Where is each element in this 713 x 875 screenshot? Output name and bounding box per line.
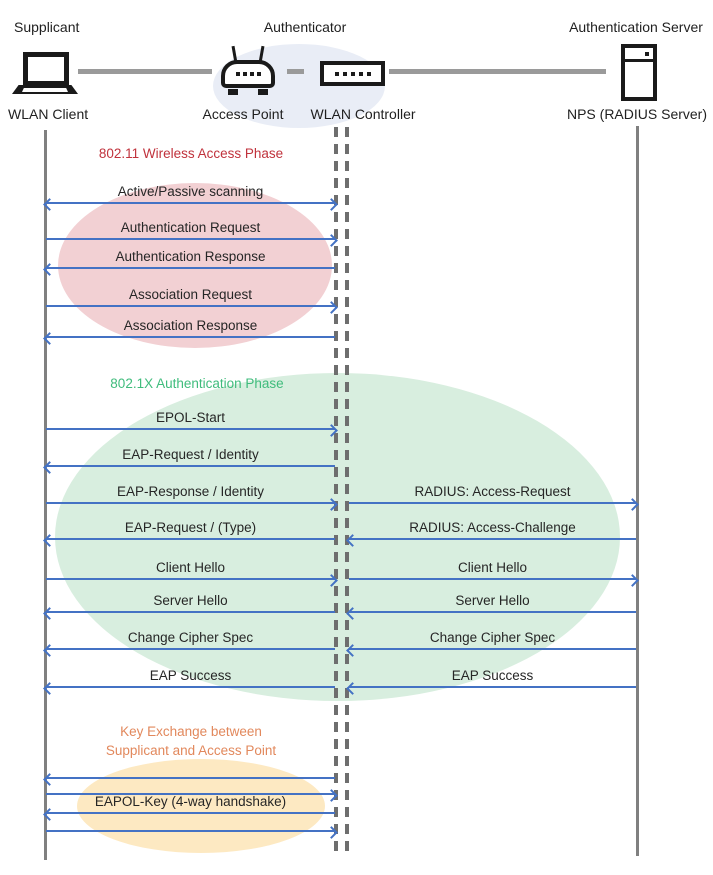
message-arrow — [43, 682, 335, 695]
message-arrow — [43, 808, 335, 821]
wireless-router-icon — [221, 45, 275, 95]
message-label: Active/Passive scanning — [117, 184, 264, 199]
led-dot — [256, 72, 261, 76]
message-label: Client Hello — [155, 560, 226, 575]
router-body — [221, 60, 275, 88]
message-arrow — [46, 498, 338, 511]
message-arrow — [43, 607, 335, 620]
message-label: RADIUS: Access-Request — [414, 484, 571, 499]
message-arrow — [346, 682, 636, 695]
message-label: Authentication Request — [120, 220, 261, 235]
message-label: RADIUS: Access-Challenge — [409, 520, 576, 535]
message-arrow — [43, 644, 335, 657]
controller-to-server-link-line — [389, 69, 606, 74]
server-icon — [621, 44, 657, 101]
led-dot — [235, 72, 240, 76]
key-exchange-phase-ellipse — [77, 759, 325, 853]
client-to-ap-link-line — [78, 69, 212, 74]
message-label: EAP Success — [149, 668, 232, 683]
message-label: Association Response — [123, 318, 258, 333]
message-arrow — [46, 301, 338, 314]
message-label: EAP-Request / Identity — [122, 447, 259, 462]
wireless-access-phase-ellipse — [58, 183, 332, 348]
led-dot — [342, 71, 347, 76]
message-label: EPOL-Start — [155, 410, 226, 425]
message-arrow — [46, 826, 338, 839]
client-lifeline — [44, 130, 47, 860]
message-label: Server Hello — [455, 593, 530, 608]
message-arrow — [46, 234, 338, 247]
message-arrow — [43, 461, 335, 474]
message-arrow — [43, 773, 335, 786]
key-exchange-phase-title: Key Exchange between Supplicant and Acce… — [105, 724, 277, 758]
laptop-screen — [23, 52, 69, 86]
led-dot — [334, 71, 339, 76]
supplicant-role-label: Supplicant — [14, 19, 80, 35]
led-dot — [358, 71, 363, 76]
server-lifeline — [636, 126, 639, 856]
message-arrow — [43, 534, 335, 547]
wlan-controller-label: WLAN Controller — [310, 106, 416, 122]
message-label: Server Hello — [153, 593, 228, 608]
message-arrow — [43, 198, 338, 211]
message-label: Authentication Response — [115, 249, 266, 264]
server-panel — [625, 48, 653, 62]
authenticator-role-label: Authenticator — [263, 19, 347, 35]
controller-lifeline-dashed-right — [345, 127, 349, 853]
controller-lifeline-dashed-left — [334, 127, 338, 853]
message-arrow — [43, 332, 335, 345]
ap-to-controller-link-line — [287, 69, 304, 74]
access-point-label: Access Point — [202, 106, 284, 122]
message-arrow — [46, 424, 338, 437]
laptop-base — [12, 85, 78, 94]
router-foot — [258, 89, 268, 95]
wireless-access-phase-title: 802.11 Wireless Access Phase — [98, 146, 284, 161]
message-arrow — [346, 644, 636, 657]
message-label: Client Hello — [457, 560, 528, 575]
nps-radius-label: NPS (RADIUS Server) — [566, 106, 708, 122]
message-label: EAP-Response / Identity — [116, 484, 265, 499]
router-foot — [228, 89, 238, 95]
led-dot — [350, 71, 355, 76]
message-arrow — [349, 574, 639, 587]
controller-box-icon — [320, 61, 385, 86]
led-dot — [249, 72, 254, 76]
message-arrow — [46, 789, 338, 802]
server-power-dot — [645, 52, 649, 56]
wlan-client-label: WLAN Client — [8, 106, 89, 122]
message-arrow — [349, 498, 639, 511]
message-label: Change Cipher Spec — [127, 630, 254, 645]
message-arrow — [46, 574, 338, 587]
message-label: EAP Success — [451, 668, 534, 683]
led-dot — [242, 72, 247, 76]
auth-server-role-label: Authentication Server — [569, 19, 703, 35]
message-label: EAP-Request / (Type) — [124, 520, 257, 535]
laptop-icon — [12, 52, 78, 94]
message-arrow — [43, 263, 335, 276]
message-label: EAPOL-Key (4-way handshake) — [94, 794, 287, 809]
dot1x-auth-phase-title: 802.1X Authentication Phase — [110, 376, 284, 391]
message-arrow — [346, 607, 636, 620]
message-label: Change Cipher Spec — [429, 630, 556, 645]
message-arrow — [346, 534, 636, 547]
message-label: Association Request — [128, 287, 253, 302]
led-dot — [366, 71, 371, 76]
